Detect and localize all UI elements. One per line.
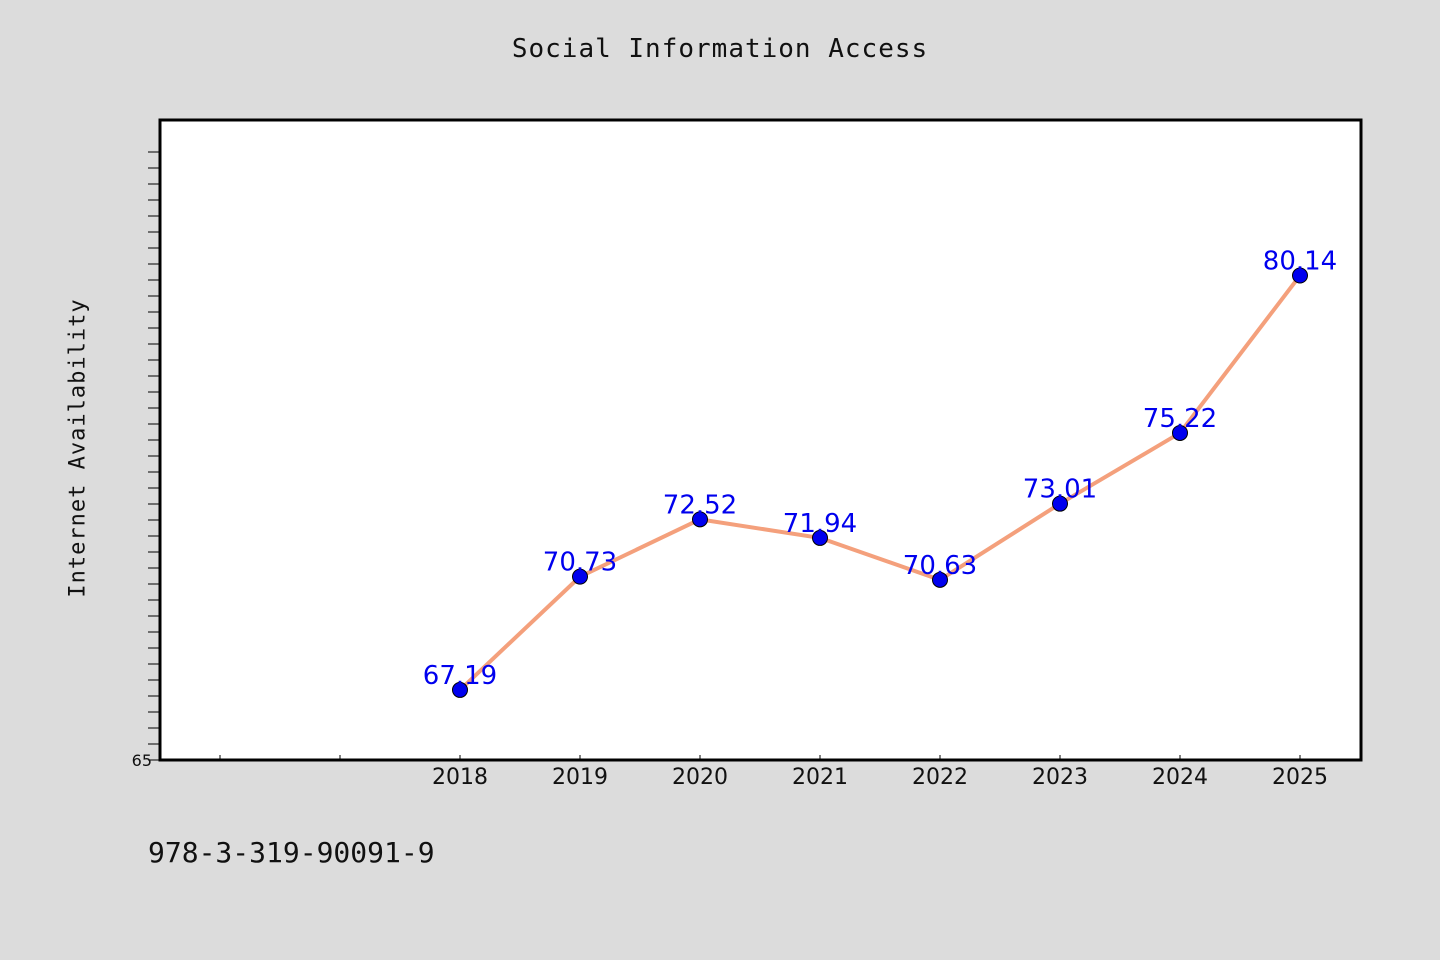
x-tick-label: 2018 [432, 765, 488, 790]
x-tick-label: 2024 [1152, 765, 1208, 790]
data-label: 75.22 [1143, 404, 1217, 434]
x-tick-label: 2020 [672, 765, 728, 790]
data-point [1292, 267, 1308, 284]
data-label: 70.73 [543, 548, 617, 578]
data-point [452, 681, 468, 698]
x-tick-label: 2021 [792, 765, 848, 790]
data-point [572, 568, 588, 585]
data-label: 71.94 [783, 509, 857, 539]
data-label: 72.52 [663, 490, 737, 520]
data-point [692, 511, 708, 528]
data-point [932, 571, 948, 588]
isbn-text: 978-3-319-90091-9 [148, 836, 435, 869]
x-tick-label: 2019 [552, 765, 608, 790]
data-label: 70.63 [903, 551, 977, 581]
data-point [812, 529, 828, 546]
series-line [458, 273, 1302, 692]
y-tick-label: 65 [132, 751, 152, 770]
x-tick-label: 2025 [1272, 765, 1328, 790]
plot-area [158, 118, 1363, 762]
data-label: 67.19 [423, 661, 497, 691]
chart-title: Social Information Access [511, 34, 929, 64]
data-label: 73.01 [1023, 475, 1097, 505]
x-tick-label: 2022 [912, 765, 968, 790]
data-point [1052, 495, 1068, 512]
data-label: 80.14 [1263, 247, 1337, 277]
data-point [1172, 424, 1188, 441]
x-tick-label: 2023 [1032, 765, 1088, 790]
